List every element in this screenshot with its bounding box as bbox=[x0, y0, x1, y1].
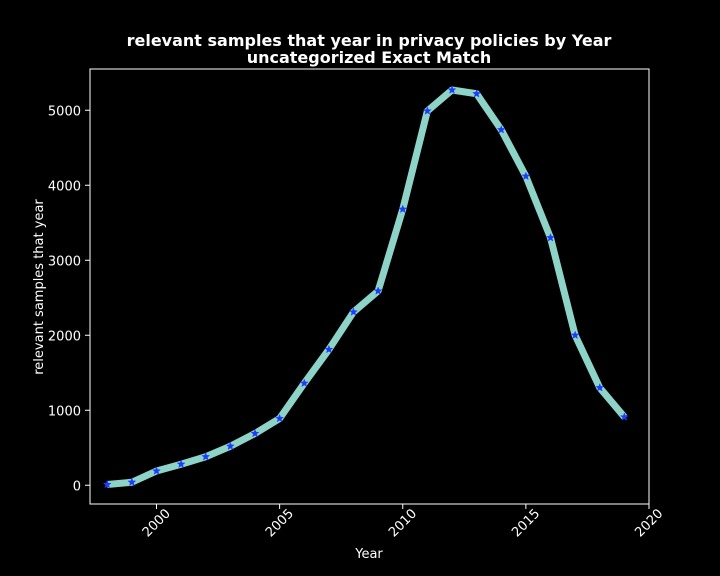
chart-title-line-2: uncategorized Exact Match bbox=[247, 48, 492, 67]
chart-title-line-1: relevant samples that year in privacy po… bbox=[127, 31, 612, 50]
x-tick-label: 2020 bbox=[632, 506, 666, 540]
x-tick-label: 2010 bbox=[386, 506, 420, 540]
series-line-group bbox=[102, 85, 629, 489]
data-point-star bbox=[447, 85, 457, 94]
plot-area bbox=[89, 68, 650, 505]
data-point-star bbox=[422, 106, 432, 115]
data-point-star bbox=[521, 171, 531, 181]
y-tick-label: 1000 bbox=[48, 404, 81, 419]
data-point-star bbox=[595, 383, 605, 392]
x-axis: 2000 2005 2010 2015 2020 bbox=[140, 504, 666, 540]
data-point-star bbox=[373, 286, 383, 295]
x-tick-label: 2005 bbox=[263, 506, 297, 540]
y-tick-label: 2000 bbox=[48, 329, 81, 344]
y-axis-label: relevant samples that year bbox=[32, 199, 47, 375]
x-tick-label: 2015 bbox=[509, 506, 543, 540]
data-point-star bbox=[546, 233, 555, 242]
y-tick-label: 5000 bbox=[48, 104, 81, 119]
data-point-star bbox=[570, 330, 580, 340]
y-axis: 0 1000 2000 3000 4000 5000 bbox=[48, 104, 90, 494]
data-point-star bbox=[102, 479, 112, 489]
data-point-star bbox=[225, 441, 235, 451]
y-tick-label: 0 bbox=[73, 479, 81, 494]
data-point-star bbox=[496, 125, 506, 134]
y-tick-label: 3000 bbox=[48, 254, 81, 269]
data-point-star bbox=[127, 477, 137, 487]
data-point-star bbox=[398, 204, 408, 214]
data-point-star bbox=[201, 452, 211, 461]
data-point-star bbox=[324, 344, 334, 354]
data-point-star bbox=[275, 413, 285, 423]
data-point-star bbox=[250, 428, 260, 438]
x-axis-label: Year bbox=[354, 547, 383, 562]
data-point-star bbox=[176, 459, 186, 469]
series-line bbox=[106, 86, 628, 488]
y-tick-label: 4000 bbox=[48, 179, 81, 194]
data-point-star bbox=[152, 466, 161, 475]
data-point-star bbox=[349, 307, 358, 316]
data-point-star bbox=[619, 412, 629, 421]
x-tick-label: 2000 bbox=[140, 506, 174, 540]
data-point-star bbox=[299, 378, 309, 388]
data-point-star bbox=[472, 89, 482, 98]
